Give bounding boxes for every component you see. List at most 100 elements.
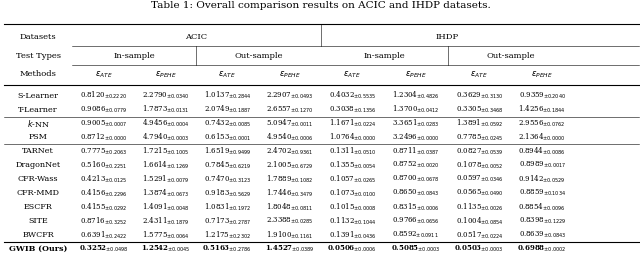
Text: GWIB (Ours): GWIB (Ours)	[9, 245, 67, 253]
Text: IHDP: IHDP	[436, 33, 459, 41]
Text: TARNet: TARNet	[22, 147, 54, 155]
Text: Out-sample: Out-sample	[234, 52, 283, 59]
Text: 1.6614$_{\pm 0.1269}$: 1.6614$_{\pm 0.1269}$	[142, 160, 189, 171]
Text: 0.8398$_{\pm 0.1229}$: 0.8398$_{\pm 0.1229}$	[518, 216, 566, 226]
Text: 1.7873$_{\pm 0.0131}$: 1.7873$_{\pm 0.0131}$	[142, 104, 189, 115]
Text: 2.3388$_{\pm 0.0285}$: 2.3388$_{\pm 0.0285}$	[266, 216, 313, 226]
Text: 0.7845$_{\pm 0.6219}$: 0.7845$_{\pm 0.6219}$	[204, 160, 251, 171]
Text: $\epsilon_{ATE}$: $\epsilon_{ATE}$	[218, 69, 236, 80]
Text: 1.7446$_{\pm 0.3479}$: 1.7446$_{\pm 0.3479}$	[266, 188, 313, 199]
Text: 0.1391$_{\pm 0.0436}$: 0.1391$_{\pm 0.0436}$	[328, 229, 376, 241]
Text: $\epsilon_{PEHE}$: $\epsilon_{PEHE}$	[278, 69, 300, 80]
Text: SITE: SITE	[28, 217, 48, 225]
Text: 0.8712$_{\pm 0.0000}$: 0.8712$_{\pm 0.0000}$	[80, 132, 127, 143]
Text: 4.9456$_{\pm 0.0004}$: 4.9456$_{\pm 0.0004}$	[142, 118, 189, 129]
Text: 0.7173$_{\pm 0.2787}$: 0.7173$_{\pm 0.2787}$	[204, 215, 251, 227]
Text: 2.4702$_{\pm 0.9361}$: 2.4702$_{\pm 0.9361}$	[266, 146, 313, 157]
Text: CFR-MMD: CFR-MMD	[17, 189, 60, 197]
Text: 0.7775$_{\pm 0.2063}$: 0.7775$_{\pm 0.2063}$	[80, 146, 127, 156]
Text: 1.2304$_{\pm 0.4826}$: 1.2304$_{\pm 0.4826}$	[392, 90, 440, 101]
Text: 1.4527$_{\pm 0.0389}$: 1.4527$_{\pm 0.0389}$	[264, 244, 314, 254]
Text: 0.8854$_{\pm 0.0096}$: 0.8854$_{\pm 0.0096}$	[518, 201, 566, 213]
Text: 0.8716$_{\pm 0.3252}$: 0.8716$_{\pm 0.3252}$	[80, 215, 127, 227]
Text: 2.2790$_{\pm 0.0340}$: 2.2790$_{\pm 0.0340}$	[142, 91, 189, 101]
Text: 0.3629$_{\pm 0.3130}$: 0.3629$_{\pm 0.3130}$	[456, 91, 503, 101]
Text: Datasets: Datasets	[20, 33, 56, 41]
Text: 1.0831$_{\pm 0.1972}$: 1.0831$_{\pm 0.1972}$	[204, 201, 251, 213]
Text: Out-sample: Out-sample	[486, 52, 535, 59]
Text: 0.1311$_{\pm 0.0510}$: 0.1311$_{\pm 0.0510}$	[328, 146, 376, 157]
Text: 0.8120$_{\pm 0.2220}$: 0.8120$_{\pm 0.2220}$	[80, 90, 127, 101]
Text: 2.9556$_{\pm 0.0762}$: 2.9556$_{\pm 0.0762}$	[518, 118, 566, 129]
Text: 1.4091$_{\pm 0.0048}$: 1.4091$_{\pm 0.0048}$	[142, 201, 189, 213]
Text: 0.4156$_{\pm 0.2296}$: 0.4156$_{\pm 0.2296}$	[80, 188, 127, 199]
Text: 0.6153$_{\pm 0.0001}$: 0.6153$_{\pm 0.0001}$	[204, 132, 251, 143]
Text: BWCFR: BWCFR	[22, 231, 54, 239]
Text: 5.0947$_{\pm 0.0011}$: 5.0947$_{\pm 0.0011}$	[266, 118, 313, 129]
Text: 2.0749$_{\pm 0.1887}$: 2.0749$_{\pm 0.1887}$	[204, 104, 251, 115]
Text: 0.1004$_{\pm 0.0854}$: 0.1004$_{\pm 0.0854}$	[456, 215, 503, 227]
Text: PSM: PSM	[29, 133, 47, 141]
Text: 0.4032$_{\pm 0.5535}$: 0.4032$_{\pm 0.5535}$	[328, 90, 376, 101]
Text: 0.9359$_{\pm 0.2040}$: 0.9359$_{\pm 0.2040}$	[518, 91, 566, 101]
Text: 3.3651$_{\pm 0.0283}$: 3.3651$_{\pm 0.0283}$	[392, 118, 440, 129]
Text: $\epsilon_{ATE}$: $\epsilon_{ATE}$	[344, 69, 361, 80]
Text: $\epsilon_{ATE}$: $\epsilon_{ATE}$	[470, 69, 488, 80]
Text: 0.8711$_{\pm 0.0387}$: 0.8711$_{\pm 0.0387}$	[392, 146, 439, 157]
Text: 3.2496$_{\pm 0.0000}$: 3.2496$_{\pm 0.0000}$	[392, 132, 440, 143]
Text: 0.3252$_{\pm 0.0498}$: 0.3252$_{\pm 0.0498}$	[79, 244, 129, 254]
Text: ACIC: ACIC	[186, 33, 207, 41]
Text: 0.8859$_{\pm 0.1034}$: 0.8859$_{\pm 0.1034}$	[518, 188, 566, 198]
Text: $\epsilon_{ATE}$: $\epsilon_{ATE}$	[95, 69, 113, 80]
Text: 0.8639$_{\pm 0.0843}$: 0.8639$_{\pm 0.0843}$	[518, 230, 566, 240]
Text: 1.3700$_{\pm 0.0412}$: 1.3700$_{\pm 0.0412}$	[392, 104, 440, 115]
Text: 1.3874$_{\pm 0.0673}$: 1.3874$_{\pm 0.0673}$	[142, 188, 189, 199]
Text: 0.0827$_{\pm 0.0539}$: 0.0827$_{\pm 0.0539}$	[456, 146, 503, 156]
Text: ESCFR: ESCFR	[24, 203, 52, 211]
Text: Table 1: Overall comparison results on ACIC and IHDP datasets.: Table 1: Overall comparison results on A…	[151, 1, 491, 10]
Text: 1.0764$_{\pm 0.0000}$: 1.0764$_{\pm 0.0000}$	[328, 132, 376, 143]
Text: 0.0506$_{\pm 0.0006}$: 0.0506$_{\pm 0.0006}$	[328, 244, 377, 254]
Text: 2.2907$_{\pm 0.0493}$: 2.2907$_{\pm 0.0493}$	[266, 91, 313, 101]
Text: 0.1073$_{\pm 0.0100}$: 0.1073$_{\pm 0.0100}$	[328, 188, 376, 199]
Text: 1.7889$_{\pm 0.1082}$: 1.7889$_{\pm 0.1082}$	[266, 174, 313, 185]
Text: 0.7432$_{\pm 0.0085}$: 0.7432$_{\pm 0.0085}$	[204, 118, 251, 129]
Text: 0.1015$_{\pm 0.0008}$: 0.1015$_{\pm 0.0008}$	[328, 201, 376, 213]
Text: 0.5163$_{\pm 0.2786}$: 0.5163$_{\pm 0.2786}$	[202, 244, 252, 254]
Text: 0.6988$_{\pm 0.0002}$: 0.6988$_{\pm 0.0002}$	[517, 244, 567, 254]
Text: 1.5291$_{\pm 0.0079}$: 1.5291$_{\pm 0.0079}$	[142, 174, 189, 185]
Text: 1.7215$_{\pm 0.1005}$: 1.7215$_{\pm 0.1005}$	[142, 146, 189, 157]
Text: In-sample: In-sample	[364, 52, 405, 59]
Text: 0.8315$_{\pm 0.0006}$: 0.8315$_{\pm 0.0006}$	[392, 201, 440, 213]
Text: 4.7940$_{\pm 0.0003}$: 4.7940$_{\pm 0.0003}$	[142, 132, 189, 143]
Text: In-sample: In-sample	[114, 52, 156, 59]
Text: 4.9540$_{\pm 0.0006}$: 4.9540$_{\pm 0.0006}$	[266, 132, 313, 143]
Text: 0.0503$_{\pm 0.0003}$: 0.0503$_{\pm 0.0003}$	[454, 244, 504, 254]
Text: 1.4256$_{\pm 0.1844}$: 1.4256$_{\pm 0.1844}$	[518, 104, 566, 115]
Text: 0.5160$_{\pm 0.2251}$: 0.5160$_{\pm 0.2251}$	[80, 160, 127, 171]
Text: DragonNet: DragonNet	[15, 161, 61, 169]
Text: 1.2542$_{\pm 0.0045}$: 1.2542$_{\pm 0.0045}$	[141, 244, 191, 254]
Text: 2.1364$_{\pm 0.0000}$: 2.1364$_{\pm 0.0000}$	[518, 132, 566, 143]
Text: 0.7785$_{\pm 0.0245}$: 0.7785$_{\pm 0.0245}$	[456, 132, 503, 142]
Text: 0.8752$_{\pm 0.0020}$: 0.8752$_{\pm 0.0020}$	[392, 160, 440, 170]
Text: $\epsilon_{PEHE}$: $\epsilon_{PEHE}$	[405, 69, 427, 80]
Text: 0.9142$_{\pm 0.0529}$: 0.9142$_{\pm 0.0529}$	[518, 174, 566, 185]
Text: 1.2175$_{\pm 0.2302}$: 1.2175$_{\pm 0.2302}$	[204, 229, 251, 241]
Text: $\epsilon_{PEHE}$: $\epsilon_{PEHE}$	[155, 69, 177, 80]
Text: 2.1005$_{\pm 0.6729}$: 2.1005$_{\pm 0.6729}$	[266, 160, 313, 171]
Text: 0.0565$_{\pm 0.0490}$: 0.0565$_{\pm 0.0490}$	[456, 188, 503, 198]
Text: 0.9005$_{\pm 0.0007}$: 0.9005$_{\pm 0.0007}$	[80, 118, 127, 129]
Text: 0.1078$_{\pm 0.0052}$: 0.1078$_{\pm 0.0052}$	[456, 160, 503, 171]
Text: 0.8989$_{\pm 0.0017}$: 0.8989$_{\pm 0.0017}$	[518, 160, 566, 170]
Text: $k$-NN: $k$-NN	[27, 118, 49, 129]
Text: 1.3891$_{\pm 0.0592}$: 1.3891$_{\pm 0.0592}$	[456, 118, 502, 129]
Text: S-Learner: S-Learner	[17, 92, 59, 100]
Text: 1.5775$_{\pm 0.0064}$: 1.5775$_{\pm 0.0064}$	[142, 229, 189, 241]
Text: 0.9766$_{\pm 0.0656}$: 0.9766$_{\pm 0.0656}$	[392, 216, 440, 226]
Text: T-Learner: T-Learner	[19, 106, 58, 114]
Text: 0.8944$_{\pm 0.0086}$: 0.8944$_{\pm 0.0086}$	[518, 146, 566, 157]
Text: 0.0597$_{\pm 0.0346}$: 0.0597$_{\pm 0.0346}$	[456, 174, 503, 184]
Text: 1.1671$_{\pm 0.0224}$: 1.1671$_{\pm 0.0224}$	[328, 118, 376, 129]
Text: 0.1057$_{\pm 0.0265}$: 0.1057$_{\pm 0.0265}$	[329, 174, 376, 185]
